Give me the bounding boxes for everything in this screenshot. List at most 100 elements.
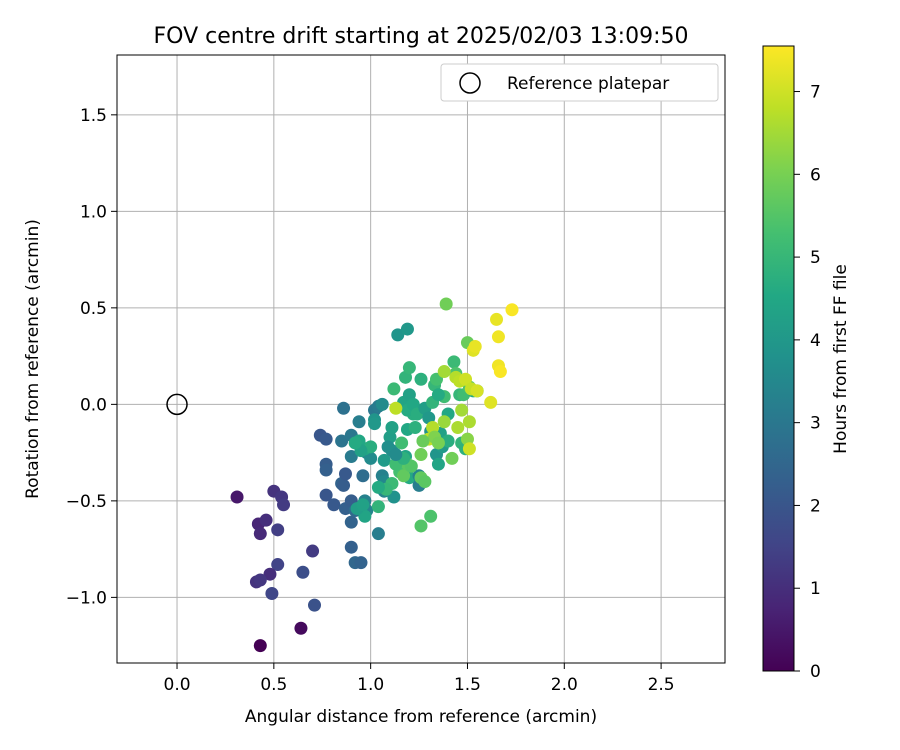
data-points bbox=[230, 297, 519, 653]
colorbar-tick-label: 4 bbox=[810, 331, 821, 351]
data-point bbox=[356, 469, 370, 483]
data-point bbox=[259, 513, 273, 527]
data-point bbox=[462, 415, 476, 429]
colorbar-tick-label: 5 bbox=[810, 248, 821, 268]
data-point bbox=[391, 328, 405, 342]
data-point bbox=[230, 490, 244, 504]
chart-title: FOV centre drift starting at 2025/02/03 … bbox=[154, 24, 689, 49]
data-point bbox=[375, 397, 389, 411]
data-point bbox=[431, 436, 445, 450]
data-point bbox=[383, 430, 397, 444]
data-point bbox=[389, 401, 403, 415]
data-point bbox=[368, 417, 382, 431]
plot-frame bbox=[116, 54, 726, 664]
data-point bbox=[397, 469, 411, 483]
data-point bbox=[459, 372, 473, 386]
y-tick-label: 1.0 bbox=[80, 202, 107, 222]
data-point bbox=[253, 527, 267, 541]
colorbar: 0 1 2 3 4 5 6 7 Hours from first FF file bbox=[762, 45, 851, 682]
data-point bbox=[337, 478, 351, 492]
data-point bbox=[395, 436, 409, 450]
data-point bbox=[271, 558, 285, 572]
colorbar-ticks: 0 1 2 3 4 5 6 7 bbox=[794, 83, 821, 682]
y-tick-label: −1.0 bbox=[66, 588, 107, 608]
data-point bbox=[294, 621, 308, 635]
x-tick-label: 0.5 bbox=[260, 675, 287, 695]
data-point bbox=[387, 382, 401, 396]
data-point bbox=[484, 395, 498, 409]
data-point bbox=[400, 322, 414, 336]
data-point bbox=[414, 372, 428, 386]
data-point bbox=[296, 565, 310, 579]
data-point bbox=[439, 297, 453, 311]
data-point bbox=[335, 434, 349, 448]
data-point bbox=[348, 436, 362, 450]
data-point bbox=[424, 509, 438, 523]
data-point bbox=[271, 523, 285, 537]
data-point bbox=[468, 339, 482, 353]
x-tick-label: 2.0 bbox=[551, 675, 578, 695]
data-point bbox=[505, 303, 519, 317]
data-point bbox=[493, 365, 507, 379]
data-point bbox=[418, 475, 432, 489]
data-point bbox=[354, 556, 368, 570]
data-point bbox=[408, 421, 422, 435]
data-point bbox=[319, 432, 333, 446]
x-axis-ticks: 0.0 0.5 1.0 1.5 2.0 2.5 bbox=[164, 663, 675, 695]
colorbar-gradient bbox=[762, 45, 795, 672]
data-point bbox=[364, 451, 378, 465]
data-point bbox=[253, 573, 267, 587]
data-point bbox=[306, 544, 320, 558]
x-tick-label: 2.5 bbox=[648, 675, 675, 695]
data-point bbox=[319, 463, 333, 477]
data-point bbox=[437, 415, 451, 429]
legend-box bbox=[440, 63, 719, 102]
colorbar-tick-label: 0 bbox=[810, 662, 821, 682]
data-point bbox=[337, 401, 351, 415]
data-point bbox=[414, 448, 428, 462]
reference-platepar-marker bbox=[166, 393, 188, 416]
data-point bbox=[491, 330, 505, 344]
data-point bbox=[414, 519, 428, 533]
colorbar-tick-label: 3 bbox=[810, 414, 821, 434]
y-tick-label: 0.0 bbox=[80, 395, 107, 415]
data-point bbox=[327, 498, 341, 512]
data-point bbox=[389, 448, 403, 462]
y-tick-label: 0.5 bbox=[80, 299, 107, 319]
x-tick-label: 1.5 bbox=[454, 675, 481, 695]
data-point bbox=[447, 355, 461, 369]
data-point bbox=[445, 451, 459, 465]
data-point bbox=[451, 421, 465, 435]
legend-marker bbox=[459, 72, 481, 94]
data-point bbox=[371, 500, 385, 514]
colorbar-label: Hours from first FF file bbox=[831, 264, 851, 454]
data-point bbox=[338, 467, 352, 481]
data-point bbox=[431, 457, 445, 471]
data-point bbox=[356, 498, 370, 512]
data-point bbox=[344, 515, 358, 529]
y-axis-label: Rotation from reference (arcmin) bbox=[23, 219, 43, 499]
x-axis-label: Angular distance from reference (arcmin) bbox=[245, 707, 597, 727]
y-tick-label: 1.5 bbox=[80, 106, 107, 126]
data-point bbox=[416, 434, 430, 448]
colorbar-tick-label: 1 bbox=[810, 579, 821, 599]
data-point bbox=[319, 488, 333, 502]
data-point bbox=[402, 361, 416, 375]
legend-label: Reference platepar bbox=[507, 74, 669, 94]
data-point bbox=[385, 421, 399, 435]
y-tick-label: −0.5 bbox=[66, 492, 107, 512]
data-point bbox=[352, 415, 366, 429]
data-point bbox=[455, 403, 469, 417]
data-point bbox=[265, 587, 279, 601]
data-point bbox=[460, 432, 474, 446]
legend: Reference platepar bbox=[440, 63, 719, 102]
data-point bbox=[437, 365, 451, 379]
data-point bbox=[377, 453, 391, 467]
data-point bbox=[470, 384, 484, 398]
colorbar-tick-label: 2 bbox=[810, 496, 821, 516]
data-point bbox=[344, 540, 358, 554]
x-tick-label: 0.0 bbox=[164, 675, 191, 695]
data-point bbox=[308, 598, 322, 612]
colorbar-tick-label: 7 bbox=[810, 83, 821, 103]
